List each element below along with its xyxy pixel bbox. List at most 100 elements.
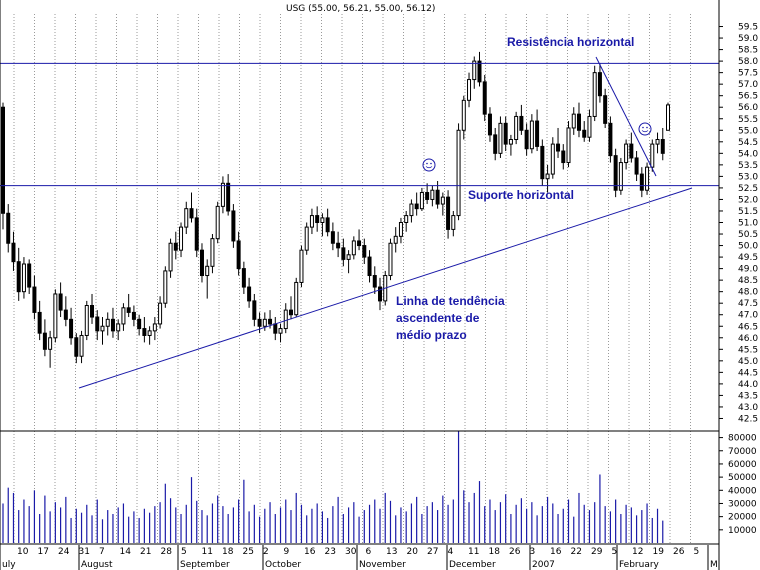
candle-up [624,143,629,164]
date-tick-label: 16 [550,547,562,557]
price-tick-label: 53.0 [738,172,758,182]
candle-up [121,307,126,325]
candle-down [608,122,613,157]
candle-down [493,134,498,154]
date-tick-label: 9 [284,547,290,557]
candlesticks [1,51,670,368]
trendline-label-3: médio prazo [396,328,467,342]
candle-up [147,330,152,336]
candle-up [571,113,576,129]
date-tick-label: 18 [489,547,501,557]
price-tick-label: 42.5 [738,414,758,424]
price-tick-label: 54.0 [738,149,758,159]
candle-down [535,120,540,147]
candle-down [330,231,335,244]
price-tick-label: 51.0 [738,219,758,229]
candle-down [540,145,545,180]
date-tick-label: 13 [386,547,397,557]
candle-up [100,325,105,332]
price-tick-label: 48.0 [738,288,758,298]
volume-tick-label: 40000 [728,486,757,496]
candle-down [477,60,482,83]
candle-down [629,143,634,159]
candle-down [414,203,419,210]
month-label: February [619,560,660,570]
candle-up [472,60,477,81]
date-tick-label: 19 [653,547,665,557]
candle-down [16,261,21,293]
candle-down [597,72,602,97]
candle-down [27,263,32,288]
candle-down [446,196,451,230]
price-tick-label: 59.0 [738,34,758,44]
candle-up [168,242,173,272]
candle-down [126,307,131,313]
date-tick-label: 24 [58,547,70,557]
candle-down [236,240,241,270]
month-label: October [265,560,301,570]
volume-tick-label: 80000 [728,434,757,444]
volume-tick-label: 20000 [728,513,757,523]
candle-up [409,203,414,217]
date-tick-label: 22 [571,547,582,557]
date-tick-label: 5 [612,547,618,557]
candle-up [456,129,461,217]
price-tick-label: 49.5 [738,253,758,263]
candle-up [440,196,445,205]
candle-up [84,305,89,336]
candle-down [576,113,581,131]
candle-down [69,318,74,339]
candle-down [6,212,11,244]
smiley-mouth [641,130,649,133]
candle-down [315,215,320,223]
smiley-eye [642,126,644,129]
trendline-label-2: ascendente de [396,311,480,325]
price-tick-label: 45.0 [738,357,758,367]
chart-title: USG (55.00, 56.21, 55.00, 56.12) [286,4,435,14]
date-tick-label: 14 [120,547,132,557]
descending-trendline [595,56,657,177]
candle-up [205,265,210,277]
candle-up [666,104,670,131]
price-tick-label: 47.5 [738,299,758,309]
price-tick-label: 57.0 [738,80,758,90]
price-tick-label: 56.0 [738,103,758,113]
candle-up [79,334,84,357]
date-tick-label: 5 [181,547,187,557]
smiley-eye [426,162,428,165]
ascending-trendline [78,187,693,389]
date-tick-label: 12 [632,547,643,557]
candle-up [215,205,220,240]
candle-down [247,286,252,302]
candle-up [393,235,398,244]
candle-down [336,242,341,249]
candle-up [210,238,215,267]
candle-down [660,139,665,154]
candle-down [74,337,79,357]
date-tick-label: 28 [161,547,173,557]
price-tick-label: 59.5 [738,23,758,33]
month-label: September [180,560,230,570]
candle-down [367,256,372,277]
price-tick-label: 46.0 [738,334,758,344]
candle-up [53,293,58,339]
candle-up [419,192,424,210]
candle-down [63,309,68,320]
price-tick-label: 50.5 [738,230,758,240]
volume-tick-label: 60000 [728,460,757,470]
candle-down [199,249,204,277]
date-tick-label: 18 [222,547,234,557]
date-tick-label: 26 [509,547,521,557]
price-tick-label: 57.5 [738,69,758,79]
candle-down [90,305,95,318]
price-tick-label: 52.5 [738,184,758,194]
candle-down [95,316,100,332]
price-tick-label: 53.5 [738,161,758,171]
candle-down [137,318,142,330]
candle-down [1,106,5,214]
candle-down [268,318,273,325]
candle-down [32,286,37,313]
price-tick-label: 52.0 [738,195,758,205]
